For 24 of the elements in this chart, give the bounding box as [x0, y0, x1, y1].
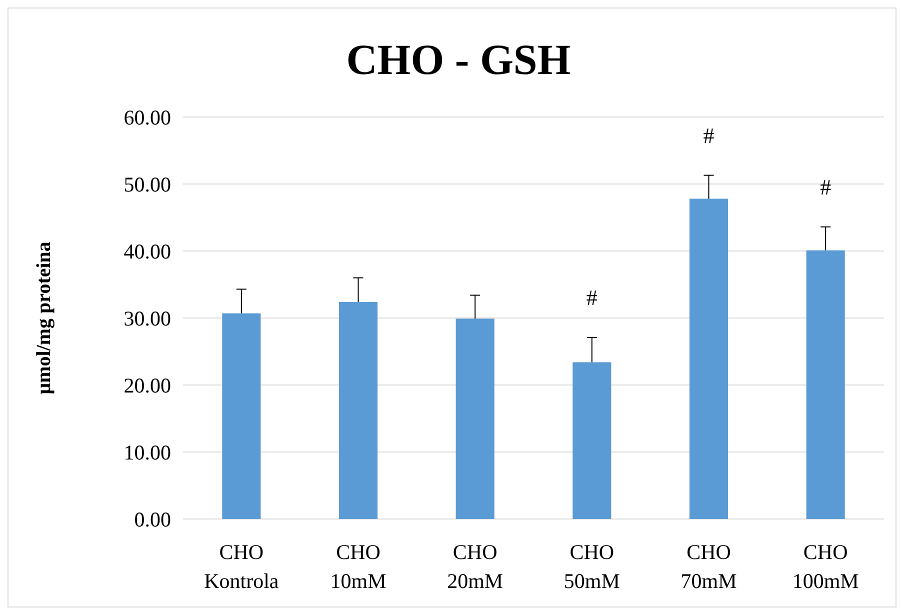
bar — [338, 302, 378, 519]
x-tick-label: CHO 100mM — [792, 540, 860, 593]
y-tick-label: 10.00 — [124, 440, 171, 464]
bar — [222, 313, 261, 519]
annotation: # — [703, 122, 714, 148]
x-tick-label: CHO 70mM — [680, 540, 738, 593]
y-tick-label: 20.00 — [124, 373, 171, 398]
bar — [806, 250, 845, 519]
y-tick-label: 0.00 — [134, 507, 171, 532]
bar — [456, 318, 494, 519]
x-tick-label: CHO 10mM — [330, 540, 387, 593]
x-tick-label: CHO Kontrola — [204, 540, 280, 593]
y-axis-title: µmol/mg proteina — [33, 242, 55, 394]
bar — [689, 198, 728, 519]
chart-title: CHO - GSH — [346, 37, 571, 84]
annotation: # — [586, 285, 598, 310]
y-tick-label: 50.00 — [124, 172, 171, 196]
bar — [572, 362, 612, 519]
x-tick-label: CHO 50mM — [564, 540, 620, 593]
y-tick-label: 60.00 — [124, 105, 171, 130]
x-tick-label: CHO 20mM — [447, 540, 504, 593]
y-tick-label: 30.00 — [124, 306, 171, 330]
y-tick-label: 40.00 — [124, 239, 171, 264]
annotation: # — [820, 174, 832, 200]
